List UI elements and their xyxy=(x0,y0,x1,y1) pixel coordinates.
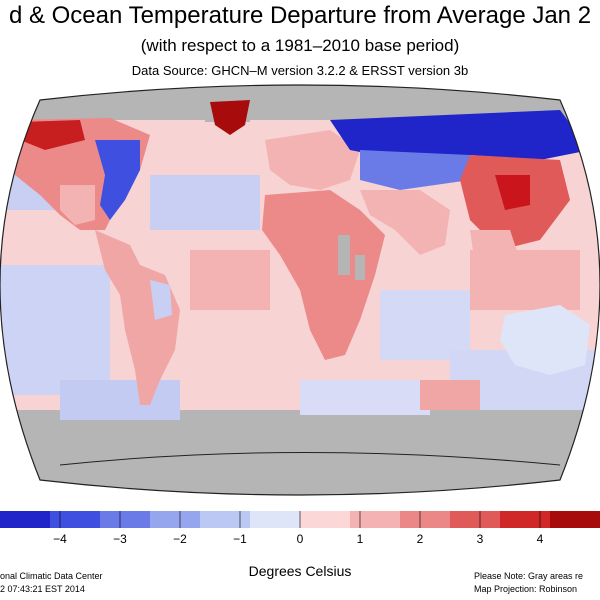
color-scale-swatch xyxy=(0,511,51,528)
color-scale-tick-label: −1 xyxy=(233,532,247,546)
ocean-patch xyxy=(420,380,480,410)
color-scale-swatch xyxy=(500,511,551,528)
color-scale-swatch xyxy=(400,511,451,528)
ocean-patch xyxy=(0,265,110,395)
footer-credit: onal Climatic Data Center xyxy=(0,571,103,581)
color-scale-swatch xyxy=(150,511,201,528)
ocean-patch xyxy=(150,175,260,230)
color-scale-swatch xyxy=(550,511,600,528)
ocean-patch xyxy=(300,380,430,415)
southeast-asia-land xyxy=(470,230,520,280)
color-scale-tick-label: 3 xyxy=(476,532,484,546)
color-scale-tick-label: 1 xyxy=(356,532,364,546)
world-map xyxy=(0,80,600,500)
color-scale-tick-label: 0 xyxy=(296,532,304,546)
south-america-land xyxy=(95,230,180,405)
globe-outline xyxy=(0,84,600,496)
legend-unit-label: Degrees Celsius xyxy=(248,563,352,579)
africa-land xyxy=(262,190,385,360)
europe-land xyxy=(265,130,360,190)
color-scale-tick-label: −4 xyxy=(53,532,67,546)
color-scale-swatch xyxy=(450,511,501,528)
amazon-cool-patch xyxy=(150,280,172,320)
footer-note: Please Note: Gray areas re xyxy=(474,571,584,581)
footer-projection: Map Projection: Robinson xyxy=(474,584,578,594)
color-scale-tick-label: −3 xyxy=(113,532,127,546)
footer-left: onal Climatic Data Center 2 07:43:21 EST… xyxy=(0,570,150,596)
color-scale-swatch xyxy=(100,511,151,528)
color-scale-swatch xyxy=(350,511,401,528)
color-scale-tick-label: 2 xyxy=(416,532,424,546)
color-scale-svg xyxy=(0,511,600,528)
central-asia-cool xyxy=(360,150,470,190)
greenland-warm xyxy=(210,100,250,135)
africa-no-data-east xyxy=(355,255,365,280)
australia-land xyxy=(500,305,590,375)
color-scale-tick-label: −2 xyxy=(173,532,187,546)
color-scale-swatch xyxy=(50,511,101,528)
color-scale-swatch xyxy=(300,511,351,528)
alaska-canada-warm xyxy=(20,120,85,150)
ocean-patch xyxy=(380,290,470,360)
map-svg xyxy=(0,80,600,500)
western-us-warm xyxy=(60,185,95,225)
antarctica-coast xyxy=(59,452,561,466)
color-scale-ticks: −4 −3 −2 −1 0 1 2 3 4 xyxy=(0,532,600,548)
siberia-cold xyxy=(330,110,590,160)
ocean-patch xyxy=(60,380,180,420)
africa-no-data xyxy=(338,235,350,275)
color-scale-bar xyxy=(0,511,600,528)
map-title: d & Ocean Temperature Departure from Ave… xyxy=(8,2,592,29)
ocean-patch xyxy=(190,250,270,310)
color-scale-swatch xyxy=(250,511,301,528)
east-asia-hotspot xyxy=(495,175,530,210)
color-scale-tick-label: 4 xyxy=(536,532,544,546)
color-scale-swatch xyxy=(200,511,251,528)
eastern-us-cold xyxy=(95,140,140,220)
middle-east-india-land xyxy=(360,190,450,255)
footer-timestamp: 2 07:43:21 EST 2014 xyxy=(0,584,85,594)
footer-right: Please Note: Gray areas re Map Projectio… xyxy=(474,570,600,596)
data-source-label: Data Source: GHCN–M version 3.2.2 & ERSS… xyxy=(131,63,469,78)
map-subtitle: (with respect to a 1981–2010 base period… xyxy=(140,36,460,55)
